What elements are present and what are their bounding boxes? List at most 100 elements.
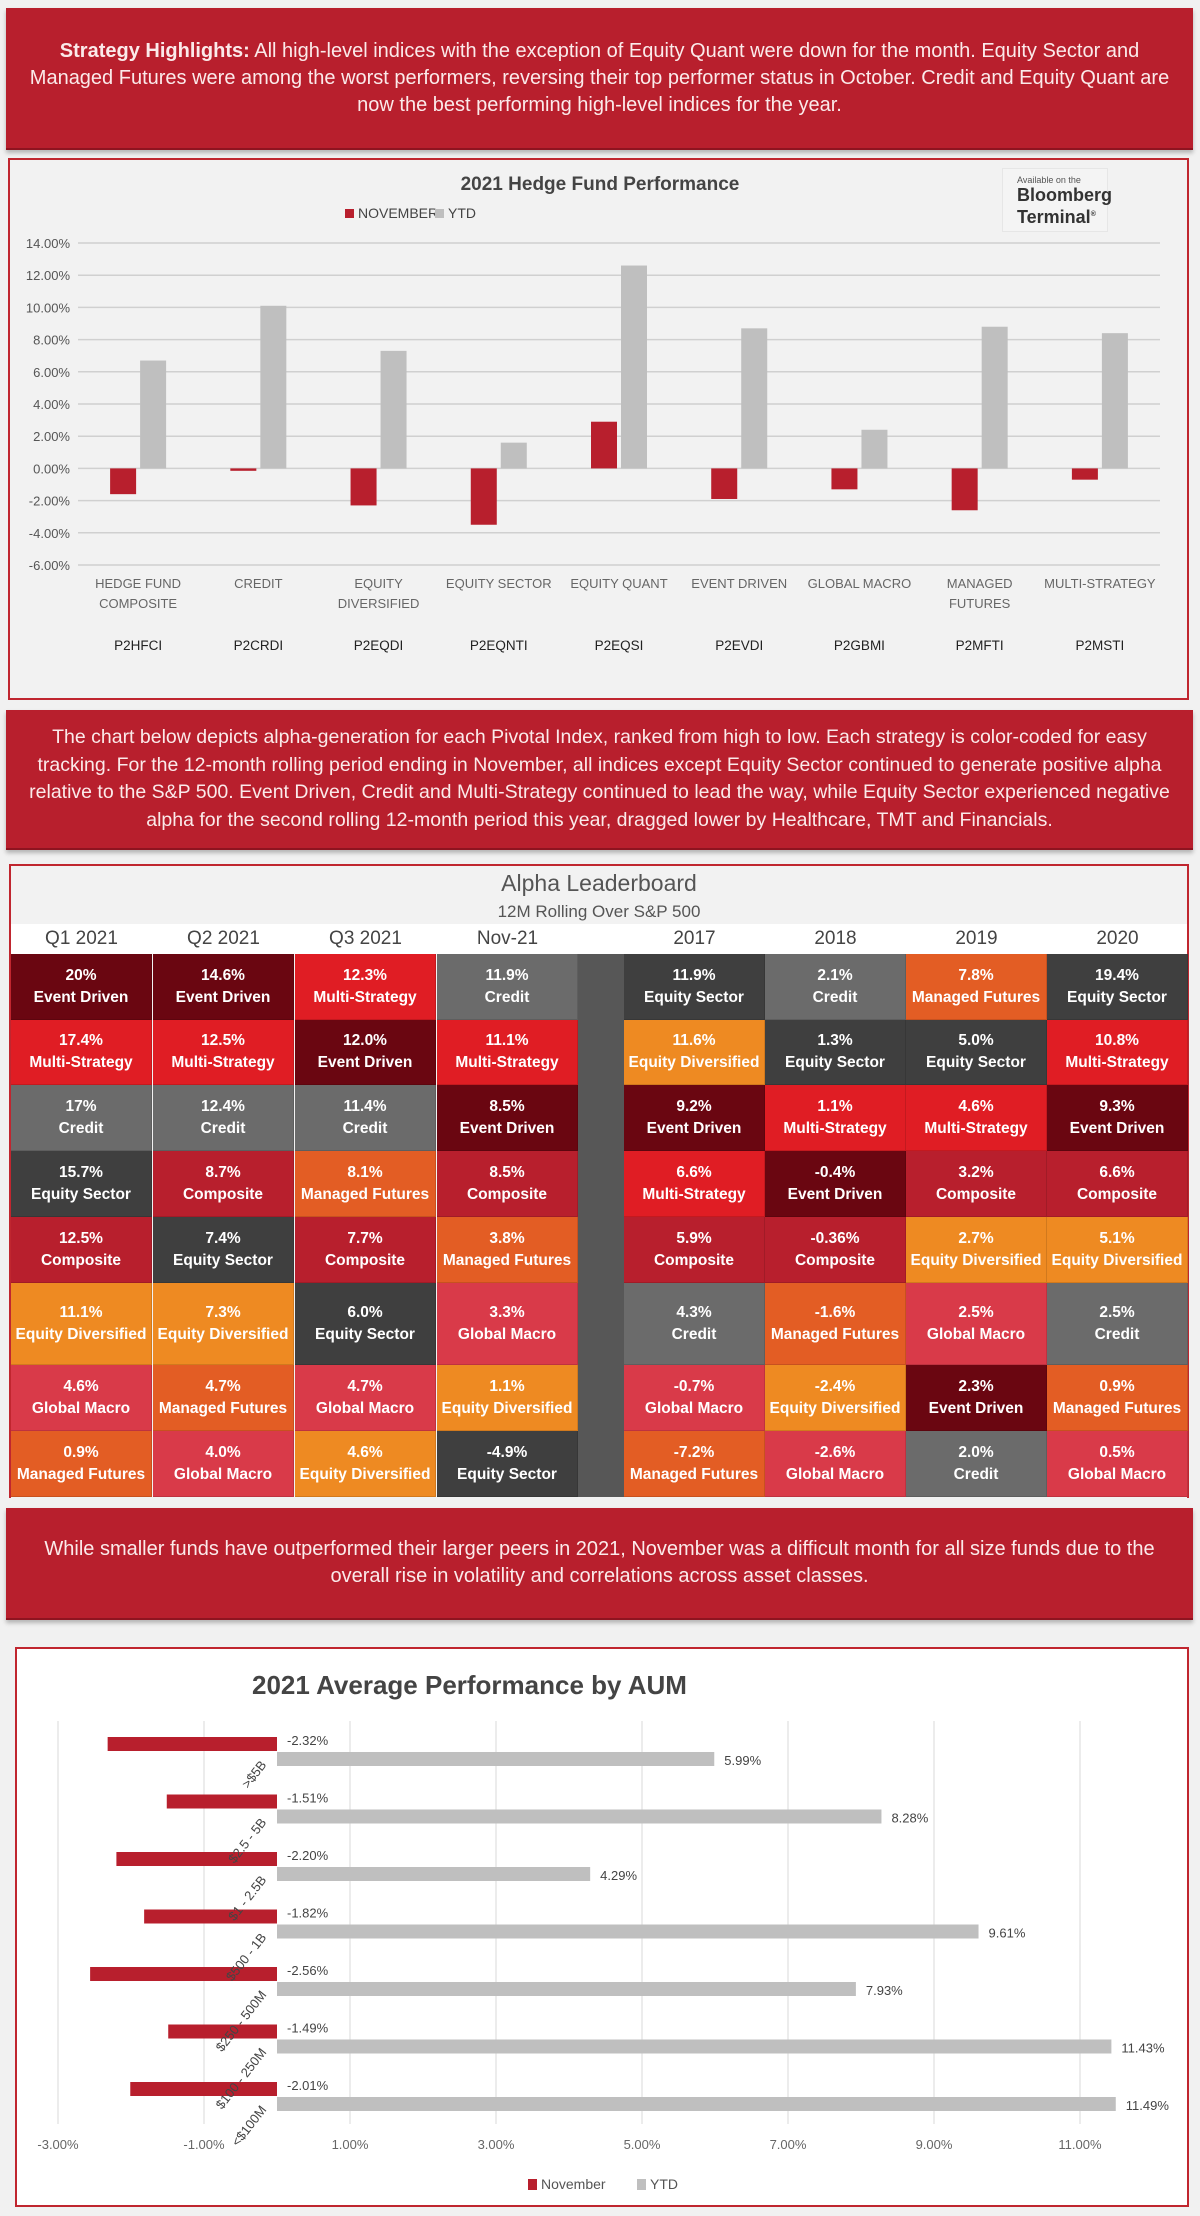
x-category-label: MULTI-STRATEGY (1044, 576, 1156, 591)
bloomberg-wordmark: Bloomberg Terminal® (1017, 186, 1112, 227)
y-tick-label: 12.00% (26, 268, 71, 283)
bar-november (116, 1852, 278, 1866)
cell-value: 2.3% (958, 1377, 994, 1395)
cell-strategy: Global Macro (457, 1325, 557, 1343)
x-tick-label: 1.00% (332, 2137, 369, 2152)
bar-november (166, 1794, 277, 1809)
x-category-label: EQUITY (354, 576, 403, 591)
cell-strategy: Equity Sector (1067, 988, 1167, 1006)
leaderboard-subtitle: 12M Rolling Over S&P 500 (497, 902, 701, 921)
bar-ytd (260, 305, 287, 469)
data-label-november: -1.49% (287, 2021, 329, 2036)
cell-strategy: Equity Diversified (15, 1325, 147, 1343)
cell-value: 4.7% (347, 1377, 383, 1395)
leaderboard-cell: 3.3% Global Macro (437, 1283, 578, 1365)
cell-value: 6.0% (347, 1303, 383, 1321)
leaderboard-cell: 11.1% Multi-Strategy (437, 1020, 578, 1085)
leaderboard-cell: 2.5% Credit (1047, 1283, 1188, 1365)
cell-strategy: Event Driven (646, 1119, 742, 1137)
bar-ytd (140, 360, 167, 469)
cell-value: 14.6% (201, 966, 245, 984)
cell-value: 19.4% (1095, 966, 1139, 984)
leaderboard-cell: 2.1% Credit (765, 954, 906, 1020)
cell-value: 9.3% (1099, 1097, 1135, 1115)
cell-value: -0.36% (810, 1229, 860, 1247)
strategy-highlights-label: Strategy Highlights: (59, 39, 250, 62)
alpha-description-banner: The chart below depicts alpha-generation… (6, 710, 1193, 850)
leaderboard-cell: -2.6% Global Macro (765, 1431, 906, 1497)
cell-strategy: Multi-Strategy (642, 1185, 746, 1203)
x-category-label: EQUITY SECTOR (446, 576, 552, 591)
leaderboard-cell: -0.4% Event Driven (765, 1151, 906, 1217)
leaderboard-column-header: Q1 2021 (45, 928, 118, 949)
ticker-label: P2EQDI (354, 638, 404, 653)
leaderboard-cell: 7.4% Equity Sector (153, 1217, 294, 1283)
cell-value: 4.6% (63, 1377, 99, 1395)
x-category-label: DIVERSIFIED (338, 596, 420, 611)
leaderboard-cell: 12.3% Multi-Strategy (295, 954, 436, 1020)
cell-value: 17.4% (59, 1032, 103, 1049)
leaderboard-cell: 4.6% Global Macro (11, 1365, 152, 1431)
cell-strategy: Multi-Strategy (29, 1054, 133, 1071)
cell-value: 3.3% (489, 1303, 525, 1321)
bar-november (951, 468, 978, 511)
cell-value: 4.6% (958, 1097, 994, 1115)
leaderboard-cell: 11.4% Credit (295, 1085, 436, 1151)
data-label-ytd: 7.93% (866, 1983, 903, 1998)
leaderboard-cell: 20% Event Driven (11, 954, 152, 1020)
data-label-ytd: 11.43% (1121, 2041, 1165, 2056)
leaderboard-cell: -1.6% Managed Futures (765, 1283, 906, 1365)
cell-strategy: Composite (466, 1185, 548, 1203)
data-label-november: -2.01% (287, 2078, 329, 2093)
cell-value: 2.5% (958, 1303, 994, 1321)
cell-value: 0.9% (63, 1443, 99, 1461)
leaderboard-cell: 8.5% Composite (437, 1151, 578, 1217)
y-tick-label: 6.00% (33, 365, 70, 380)
y-tick-label: 0.00% (33, 461, 70, 476)
cell-value: 11.4% (343, 1097, 387, 1115)
x-category-label: FUTURES (949, 596, 1011, 611)
bar-november (90, 1967, 278, 1981)
cell-value: 8.5% (489, 1163, 525, 1181)
cell-value: 7.4% (205, 1229, 241, 1247)
data-label-ytd: 4.29% (600, 1868, 637, 1883)
bar-november (230, 468, 257, 471)
cell-value: -7.2% (673, 1443, 715, 1461)
ticker-label: P2EQSI (595, 638, 644, 653)
cell-strategy: Credit (200, 1119, 246, 1137)
strategy-highlights-banner: Strategy Highlights: All high-level indi… (6, 8, 1193, 150)
leaderboard-cell: 11.9% Equity Sector (624, 954, 765, 1020)
y-tick-label: -4.00% (29, 526, 71, 541)
cell-strategy: Global Macro (315, 1399, 415, 1417)
x-tick-label: 3.00% (478, 2137, 515, 2152)
cell-strategy: Composite (40, 1251, 122, 1269)
leaderboard-cell: 7.8% Managed Futures (906, 954, 1047, 1020)
bar-ytd (1101, 333, 1128, 469)
leaderboard-cell: 2.7% Equity Diversified (906, 1217, 1047, 1283)
y-category-label: $250 - 500M (213, 1988, 270, 2055)
cell-value: -2.6% (814, 1443, 856, 1461)
cell-value: -0.4% (814, 1163, 856, 1181)
leaderboard-cell: 12.4% Credit (153, 1085, 294, 1151)
cell-value: 11.6% (672, 1032, 716, 1049)
cell-strategy: Event Driven (459, 1119, 555, 1137)
cell-strategy: Credit (58, 1119, 104, 1137)
cell-strategy: Global Macro (926, 1325, 1026, 1343)
bar-november (470, 468, 497, 525)
cell-strategy: Equity Sector (457, 1465, 557, 1483)
cell-strategy: Multi-Strategy (783, 1119, 887, 1137)
leaderboard-cell: 2.3% Event Driven (906, 1365, 1047, 1431)
leaderboard-cell: 8.7% Composite (153, 1151, 294, 1217)
leaderboard-cell: 12.0% Event Driven (295, 1020, 436, 1085)
cell-strategy: Equity Diversified (441, 1399, 573, 1417)
cell-value: 8.5% (489, 1097, 525, 1115)
data-label-ytd: 9.61% (989, 1926, 1026, 1941)
cell-value: -0.7% (673, 1377, 715, 1395)
aum-description-banner: While smaller funds have outperformed th… (6, 1508, 1193, 1620)
cell-strategy: Equity Diversified (157, 1325, 289, 1343)
leaderboard-cell: 4.6% Equity Diversified (295, 1431, 436, 1497)
leaderboard-column-header: Q3 2021 (329, 928, 402, 949)
cell-value: 8.1% (347, 1163, 383, 1181)
bar-ytd (277, 1924, 979, 1939)
cell-value: 2.7% (958, 1229, 994, 1247)
